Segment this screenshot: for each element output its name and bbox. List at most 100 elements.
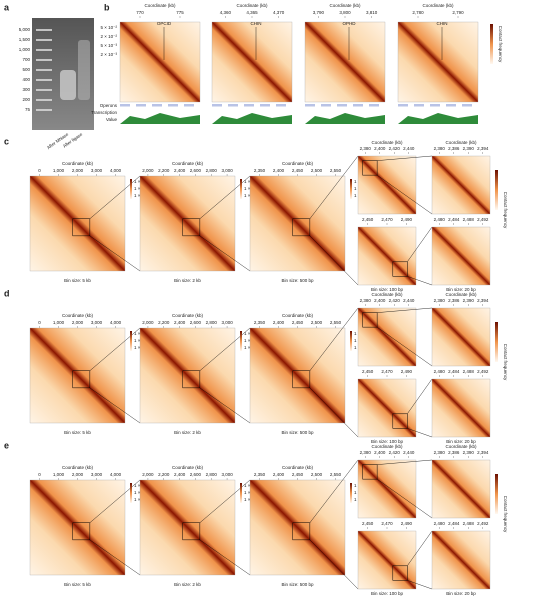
heatmap — [139, 479, 236, 576]
heatmap — [139, 327, 236, 424]
heatmap — [431, 307, 491, 367]
x-tick-label: 2,480 — [434, 521, 446, 526]
x-tick-label: 2,400 — [374, 450, 386, 455]
heatmap — [357, 530, 417, 590]
axis-title: Coordinate (kb) — [282, 313, 314, 318]
x-tick-label: 775 — [176, 10, 184, 15]
zoom-box — [292, 522, 311, 541]
x-tick-label: 1,000 — [53, 472, 65, 477]
x-tick-label: 2,440 — [403, 146, 415, 151]
x-tick-label: 2,394 — [477, 146, 489, 151]
colorbar — [130, 483, 132, 503]
smear — [78, 40, 90, 100]
zoom-line — [407, 276, 433, 286]
x-tick-label: 2,350 — [254, 168, 266, 173]
ladder-label: 300 — [22, 87, 30, 92]
x-tick-label: 2,380 — [360, 146, 372, 151]
x-tick-label: 2,490 — [401, 369, 413, 374]
colorbar-tick: 2 × 10⁻³ — [100, 52, 117, 57]
colorbar-tick: 5 × 10⁻³ — [100, 43, 117, 48]
x-tick-label: 2,400 — [174, 472, 186, 477]
x-tick-label: 2,550 — [330, 320, 342, 325]
axis-title: Coordinate (kb) — [422, 3, 454, 8]
ladder-label: 700 — [22, 57, 30, 62]
x-tick-label: 2,380 — [360, 450, 372, 455]
x-tick-label: 2,400 — [273, 168, 285, 173]
band — [36, 79, 52, 81]
x-tick-label: 2,470 — [381, 521, 393, 526]
zoom-line — [407, 580, 433, 590]
zoom-box — [362, 312, 378, 328]
zoom-line — [377, 155, 433, 161]
x-tick-label: 2,420 — [389, 298, 401, 303]
zoom-box — [292, 370, 311, 389]
x-tick-label: 2,800 — [206, 320, 218, 325]
zoom-line — [89, 387, 141, 424]
heatmap — [29, 479, 126, 576]
panel-label: d — [4, 288, 10, 298]
x-tick-label: 2,490 — [401, 521, 413, 526]
x-tick-label: 3,000 — [221, 472, 233, 477]
band — [36, 29, 52, 31]
zoom-line — [89, 235, 141, 272]
smear — [60, 70, 76, 100]
zoom-line — [199, 539, 251, 576]
zoom-line — [199, 235, 251, 272]
operon — [136, 104, 146, 107]
x-tick-label: 2,000 — [72, 168, 84, 173]
heatmap — [249, 175, 346, 272]
zoom-line — [377, 307, 433, 313]
bin-size: Bin size: 20 bp — [446, 591, 476, 596]
operon — [152, 104, 162, 107]
x-tick-label: 2,400 — [174, 168, 186, 173]
x-tick-label: 3,790 — [313, 10, 325, 15]
x-tick-label: 2,000 — [142, 320, 154, 325]
x-tick-label: 2,488 — [463, 521, 475, 526]
annotation: CHIN — [437, 21, 448, 26]
axis-title: Coordinate (kb) — [282, 465, 314, 470]
colorbar-tick: 2 × 10⁻² — [100, 34, 117, 39]
zoom-box — [72, 218, 91, 237]
bin-size: Bin size: 20 bp — [446, 439, 476, 444]
zoom-box — [362, 464, 378, 480]
x-tick-label: 2,450 — [292, 472, 304, 477]
x-tick-label: 3,810 — [366, 10, 378, 15]
colorbar-label: Contact frequency — [498, 26, 503, 63]
x-tick-label: 4,365 — [246, 10, 258, 15]
heatmap — [431, 459, 491, 519]
zoom-line — [377, 326, 433, 367]
operon — [244, 104, 254, 107]
x-tick-label: 2,200 — [158, 320, 170, 325]
axis-title: Coordinate (kb) — [329, 3, 361, 8]
zoom-box — [72, 522, 91, 541]
panel-label: a — [4, 2, 10, 12]
colorbar-label: Contact frequency — [503, 192, 508, 229]
axis-title: Coordinate (kb) — [371, 444, 403, 449]
zoom-box — [292, 218, 311, 237]
bin-size: Bin size: 500 bp — [281, 582, 314, 587]
operon — [120, 104, 130, 107]
colorbar — [130, 331, 132, 351]
heatmap — [357, 459, 417, 519]
x-tick-label: 2,400 — [374, 146, 386, 151]
x-tick-label: 2,420 — [389, 450, 401, 455]
ladder-label: 400 — [22, 77, 30, 82]
operon — [305, 104, 315, 107]
x-tick-label: 2,000 — [72, 472, 84, 477]
x-tick-label: 0 — [38, 320, 41, 325]
band — [36, 109, 52, 111]
annotation: OPCID — [157, 21, 172, 26]
x-tick-label: 2,200 — [158, 472, 170, 477]
x-tick-label: 2,600 — [190, 472, 202, 477]
x-tick-label: 2,420 — [389, 146, 401, 151]
heatmap — [431, 226, 491, 286]
ladder-label: 1,000 — [19, 47, 31, 52]
x-tick-label: 2,492 — [477, 217, 489, 222]
operon — [462, 104, 472, 107]
x-tick-label: 2,550 — [330, 168, 342, 173]
colorbar — [495, 474, 498, 514]
band — [36, 89, 52, 91]
x-tick-label: 2,500 — [311, 320, 323, 325]
x-tick-label: 2,450 — [362, 217, 374, 222]
